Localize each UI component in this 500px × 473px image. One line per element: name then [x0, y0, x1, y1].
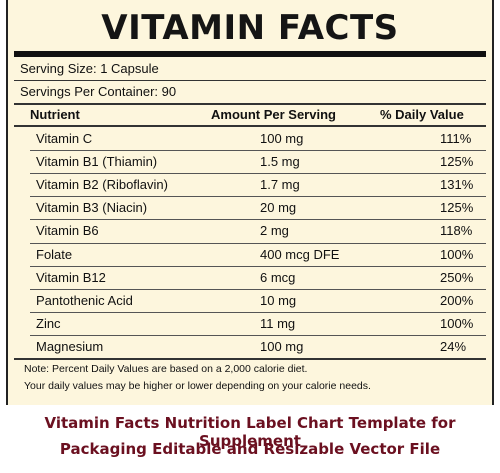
column-header-daily-value: % Daily Value	[380, 107, 464, 122]
amount-per-serving: 11 mg	[260, 315, 296, 331]
row-divider	[30, 219, 486, 221]
nutrient-name: Vitamin B6	[36, 223, 99, 239]
daily-value: 125%	[440, 200, 474, 216]
row-divider	[30, 150, 486, 152]
amount-per-serving: 400 mcg DFE	[260, 246, 340, 262]
table-row: Vitamin C 100 mg 111%	[30, 128, 486, 150]
serving-size: Serving Size: 1 Capsule	[20, 61, 159, 76]
caption-line-1: Vitamin Facts Nutrition Label Chart Temp…	[44, 414, 456, 450]
note-line-1: Note: Percent Daily Values are based on …	[24, 363, 308, 375]
table-row: Vitamin B6 2 mg 118%	[30, 220, 486, 242]
header-divider	[14, 125, 486, 127]
amount-per-serving: 10 mg	[260, 292, 297, 308]
title-divider	[14, 51, 486, 57]
amount-per-serving: 2 mg	[260, 223, 289, 239]
label-title: VITAMIN FACTS	[101, 8, 399, 48]
table-row: Magnesium 100 mg 24%	[30, 336, 486, 358]
daily-value: 250%	[440, 269, 474, 285]
nutrient-name: Pantothenic Acid	[36, 292, 133, 308]
divider	[14, 80, 486, 81]
table-row: Pantothenic Acid 10 mg 200%	[30, 290, 486, 312]
nutrient-name: Vitamin B3 (Niacin)	[36, 200, 148, 216]
caption-line-2: Packaging Editable and Resizable Vector …	[59, 440, 441, 458]
table-row: Vitamin B3 (Niacin) 20 mg 125%	[30, 197, 486, 219]
table-row: Vitamin B12 6 mcg 250%	[30, 267, 486, 289]
daily-value: 100%	[440, 246, 474, 262]
table-row: Zinc 11 mg 100%	[30, 313, 486, 335]
amount-per-serving: 20 mg	[260, 200, 297, 216]
table-row: Vitamin B2 (Riboflavin) 1.7 mg 131%	[30, 174, 486, 196]
nutrient-name: Vitamin C	[36, 131, 93, 146]
row-divider	[30, 288, 486, 290]
amount-per-serving: 6 mcg	[260, 269, 296, 285]
row-divider	[30, 334, 486, 336]
amount-per-serving: 100 mg	[260, 338, 304, 354]
daily-value: 111%	[440, 131, 472, 146]
row-divider	[30, 196, 486, 198]
row-divider	[30, 311, 486, 313]
nutrient-name: Vitamin B2 (Riboflavin)	[36, 177, 168, 193]
table-row: Vitamin B1 (Thiamin) 1.5 mg 125%	[30, 151, 486, 173]
daily-value: 131%	[440, 177, 474, 193]
note-line-2: Your daily values may be higher or lower…	[24, 380, 371, 392]
daily-value: 100%	[440, 315, 474, 331]
daily-value: 200%	[440, 292, 474, 308]
nutrient-name: Zinc	[36, 315, 61, 331]
nutrient-name: Vitamin B1 (Thiamin)	[36, 154, 158, 170]
divider	[14, 103, 486, 105]
amount-per-serving: 100 mg	[260, 131, 304, 146]
row-divider	[30, 242, 486, 244]
amount-per-serving: 1.7 mg	[260, 177, 300, 193]
daily-value: 118%	[440, 223, 473, 239]
nutrient-name: Folate	[36, 246, 73, 262]
row-divider	[30, 265, 486, 267]
daily-value: 24%	[440, 338, 467, 354]
table-row: Folate 400 mcg DFE 100%	[30, 244, 486, 266]
nutrient-name: Vitamin B12	[36, 269, 106, 285]
nutrient-name: Magnesium	[36, 338, 104, 354]
amount-per-serving: 1.5 mg	[260, 154, 300, 170]
column-header-amount: Amount Per Serving	[211, 107, 336, 122]
column-header-nutrient: Nutrient	[30, 107, 80, 122]
daily-value: 125%	[440, 154, 474, 170]
servings-per-container: Servings Per Container: 90	[20, 84, 177, 99]
vitamin-facts-label: VITAMIN FACTS Serving Size: 1 Capsule Se…	[6, 0, 494, 405]
row-divider	[30, 173, 486, 175]
table-bottom-divider	[14, 358, 486, 360]
